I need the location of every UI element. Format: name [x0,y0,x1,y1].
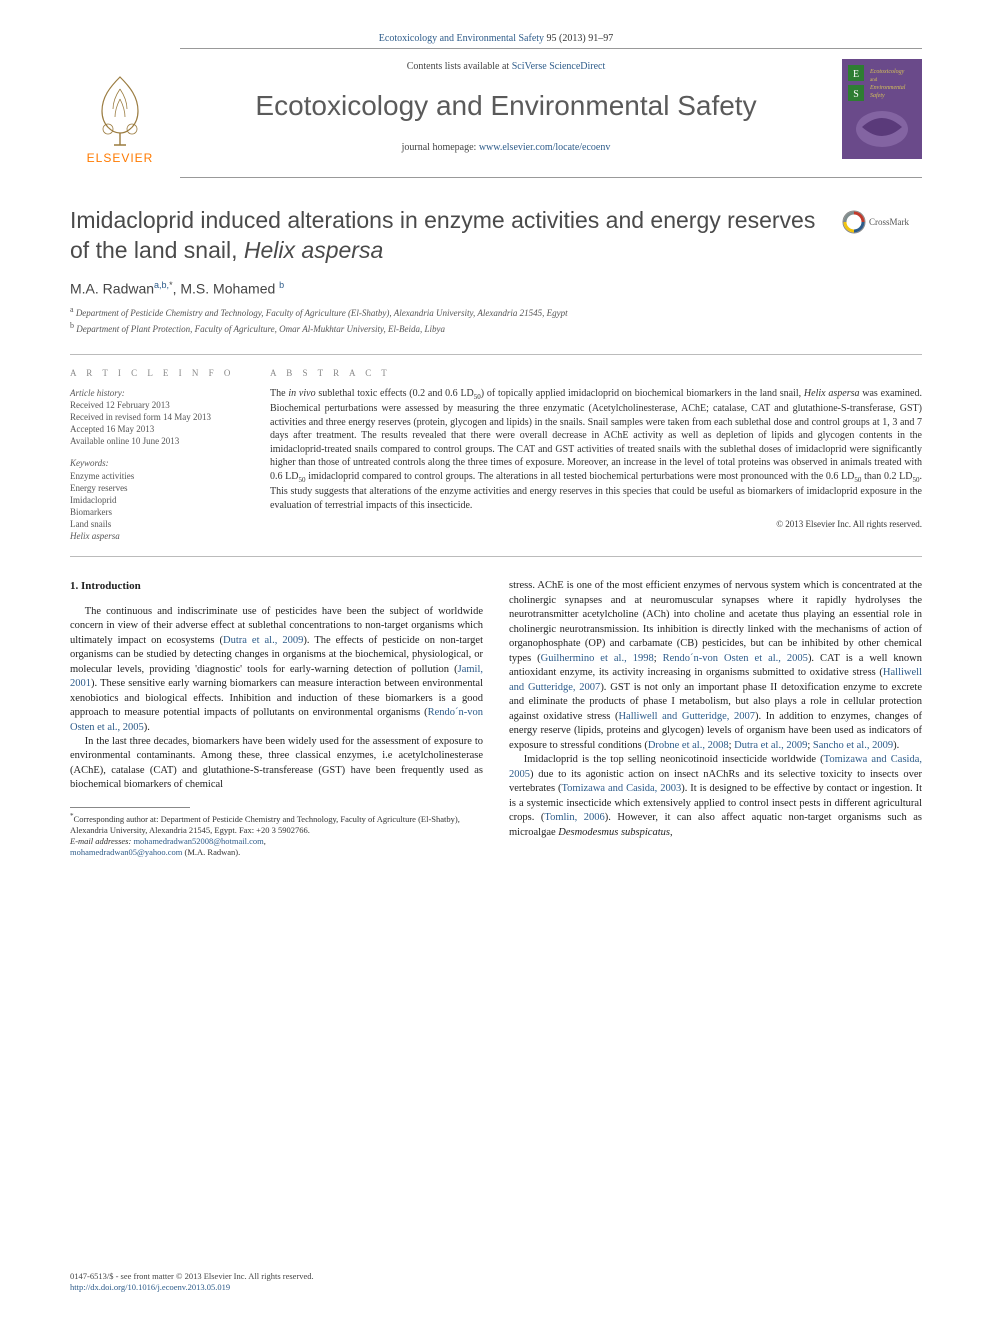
svg-text:Safety: Safety [870,92,885,99]
abstract-copyright: © 2013 Elsevier Inc. All rights reserved… [270,518,922,530]
authors: M.A. Radwana,b,*, M.S. Mohamed b [0,266,992,297]
email-addresses: E-mail addresses: mohamedradwan52008@hot… [70,836,483,858]
author2-affil-link[interactable]: b [279,280,284,290]
journal-homepage-link[interactable]: www.elsevier.com/locate/ecoenv [479,142,611,153]
masthead: ELSEVIER Contents lists available at Sci… [0,55,992,165]
svg-text:E: E [853,69,859,80]
homepage-line: journal homepage: www.elsevier.com/locat… [180,142,832,153]
received-date: Received 12 February 2013 [70,399,252,411]
ref-link[interactable]: Guilhermino et al., 1998 [541,653,654,664]
ref-link[interactable]: Tomlin, 2006 [544,812,604,823]
keyword: Biomarkers [70,506,252,518]
svg-text:S: S [853,89,859,100]
abstract: A B S T R A C T The in vivo sublethal to… [270,367,922,543]
journal-cover-thumb: E S Ecotoxicology and Environmental Safe… [842,59,922,159]
svg-text:Environmental: Environmental [869,85,906,91]
keyword: Energy reserves [70,482,252,494]
intro-para-1: The continuous and indiscriminate use of… [70,605,483,735]
column-right: stress. AChE is one of the most efficien… [509,579,922,857]
journal-reference: Ecotoxicology and Environmental Safety 9… [0,0,992,48]
accepted-date: Accepted 16 May 2013 [70,423,252,435]
email-link[interactable]: mohamedradwan52008@hotmail.com [133,836,263,846]
keywords-label: Keywords: [70,457,252,469]
intro-para-2: In the last three decades, biomarkers ha… [70,735,483,793]
history-label: Article history: [70,387,252,399]
revised-date: Received in revised form 14 May 2013 [70,411,252,423]
ref-link[interactable]: Sancho et al., 2009 [813,740,893,751]
info-abstract-block: A R T I C L E I N F O Article history: R… [70,354,922,558]
affiliations: a Department of Pesticide Chemistry and … [0,296,992,335]
journal-title: Ecotoxicology and Environmental Safety [180,90,832,122]
crossmark-icon [842,210,866,234]
column-left: 1. Introduction The continuous and indis… [70,579,483,857]
contents-line: Contents lists available at SciVerse Sci… [180,61,832,72]
elsevier-tree-icon [80,69,160,149]
journal-ref-link[interactable]: Ecotoxicology and Environmental Safety 9… [379,33,613,44]
corresponding-author: *Corresponding author at: Department of … [70,812,483,836]
ref-link[interactable]: Drobne et al., 2008 [648,740,729,751]
body-columns: 1. Introduction The continuous and indis… [0,557,992,857]
cover-icon: E S Ecotoxicology and Environmental Safe… [842,59,922,159]
article-info: A R T I C L E I N F O Article history: R… [70,367,270,543]
publisher-name: ELSEVIER [87,151,154,165]
article-title: Imidacloprid induced alterations in enzy… [70,206,826,266]
ref-link[interactable]: Dutra et al., 2009 [734,740,807,751]
front-matter-line: 0147-6513/$ - see front matter © 2013 El… [70,1271,314,1282]
doi-link[interactable]: http://dx.doi.org/10.1016/j.ecoenv.2013.… [70,1282,230,1292]
keyword: Enzyme activities [70,470,252,482]
email-link[interactable]: mohamedradwan05@yahoo.com [70,847,182,857]
keyword: Imidacloprid [70,494,252,506]
intro-para-3: Imidacloprid is the top selling neonicot… [509,753,922,840]
svg-text:Ecotoxicology: Ecotoxicology [869,69,905,75]
sciencedirect-link[interactable]: SciVerse ScienceDirect [512,61,606,72]
ref-link[interactable]: Rendo´n-von Osten et al., 2005 [663,653,808,664]
crossmark-label: CrossMark [869,217,909,227]
online-date: Available online 10 June 2013 [70,435,252,447]
abstract-text: The in vivo sublethal toxic effects (0.2… [270,387,922,512]
crossmark-badge[interactable]: CrossMark [842,210,922,234]
info-heading: A R T I C L E I N F O [70,367,252,379]
homepage-prefix: journal homepage: [402,142,479,153]
ref-link[interactable]: Halliwell and Gutteridge, 2007 [618,711,755,722]
masthead-center: Contents lists available at SciVerse Sci… [180,55,832,153]
author1-affil-link[interactable]: a,b, [154,280,169,290]
ref-link[interactable]: Dutra et al., 2009 [223,635,303,646]
abstract-heading: A B S T R A C T [270,367,922,379]
section-heading-intro: 1. Introduction [70,579,483,594]
article-head: Imidacloprid induced alterations in enzy… [0,178,992,266]
footnotes: *Corresponding author at: Department of … [70,812,483,858]
publisher-logo: ELSEVIER [70,55,170,165]
ref-link[interactable]: Tomizawa and Casida, 2003 [561,783,681,794]
contents-prefix: Contents lists available at [407,61,512,72]
intro-para-2-cont: stress. AChE is one of the most efficien… [509,579,922,753]
keyword: Helix aspersa [70,530,252,542]
keyword: Land snails [70,518,252,530]
rule-top [180,48,922,49]
page-footer: 0147-6513/$ - see front matter © 2013 El… [70,1271,314,1293]
footnote-rule [70,807,190,808]
svg-text:and: and [870,78,878,83]
